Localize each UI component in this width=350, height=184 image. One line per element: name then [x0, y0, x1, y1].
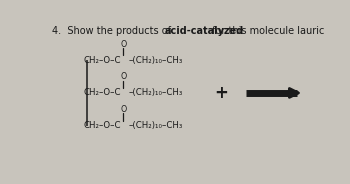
Text: –(CH₂)₁₀–CH₃: –(CH₂)₁₀–CH₃	[128, 56, 182, 65]
Text: 4.  Show the products of: 4. Show the products of	[52, 26, 174, 36]
Text: +: +	[215, 84, 228, 102]
Text: CH₂–O–C: CH₂–O–C	[83, 89, 121, 97]
Text: O: O	[120, 72, 126, 81]
Text: O: O	[120, 40, 126, 49]
Text: CH₂–O–C: CH₂–O–C	[83, 56, 121, 65]
Text: –(CH₂)₁₀–CH₃: –(CH₂)₁₀–CH₃	[128, 121, 182, 130]
Text: –(CH₂)₁₀–CH₃: –(CH₂)₁₀–CH₃	[128, 89, 182, 97]
Text: for this molecule lauric: for this molecule lauric	[209, 26, 324, 36]
Text: O: O	[120, 105, 126, 114]
Text: CH₂–O–C: CH₂–O–C	[83, 121, 121, 130]
Text: acid-catalyzed: acid-catalyzed	[164, 26, 244, 36]
